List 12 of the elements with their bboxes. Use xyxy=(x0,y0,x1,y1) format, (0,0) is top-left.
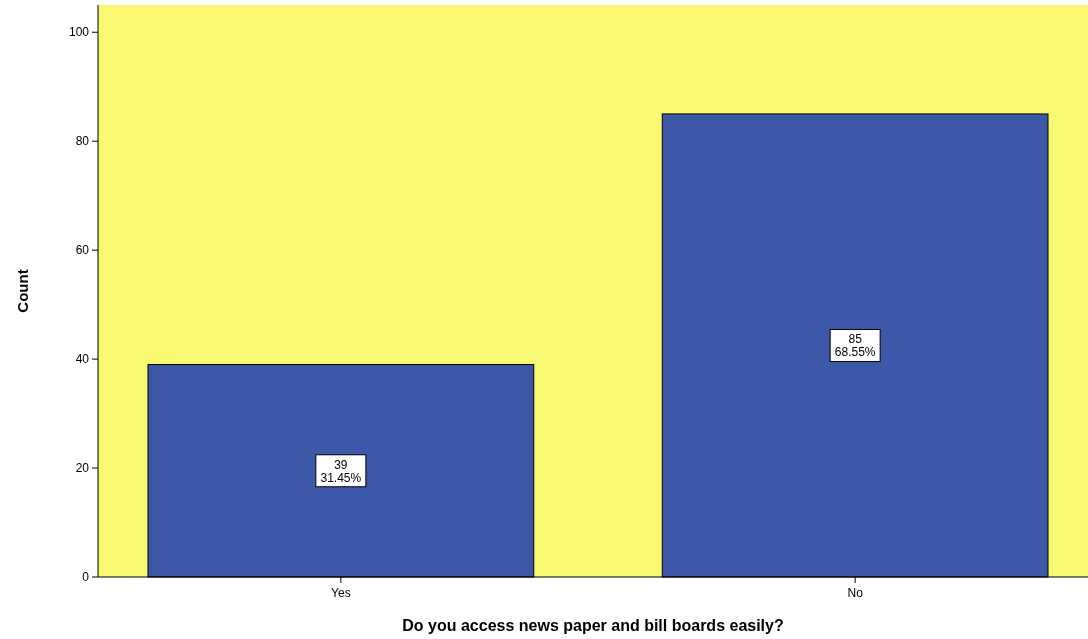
y-tick-label: 20 xyxy=(75,461,90,476)
y-tick-label: 40 xyxy=(75,352,90,367)
y-tick-label: 0 xyxy=(82,570,90,585)
y-tick-label: 100 xyxy=(68,25,90,40)
y-tick-label: 80 xyxy=(75,134,90,149)
data-label: 85 68.55% xyxy=(834,332,876,360)
data-label: 39 31.45% xyxy=(320,457,362,485)
x-axis-title: Do you access news paper and bill boards easily? xyxy=(402,617,784,634)
y-axis-title: Count xyxy=(14,269,31,313)
y-tick-label: 60 xyxy=(75,243,90,258)
x-tick-label: Yes xyxy=(331,586,351,600)
x-tick-label: No xyxy=(847,586,864,600)
